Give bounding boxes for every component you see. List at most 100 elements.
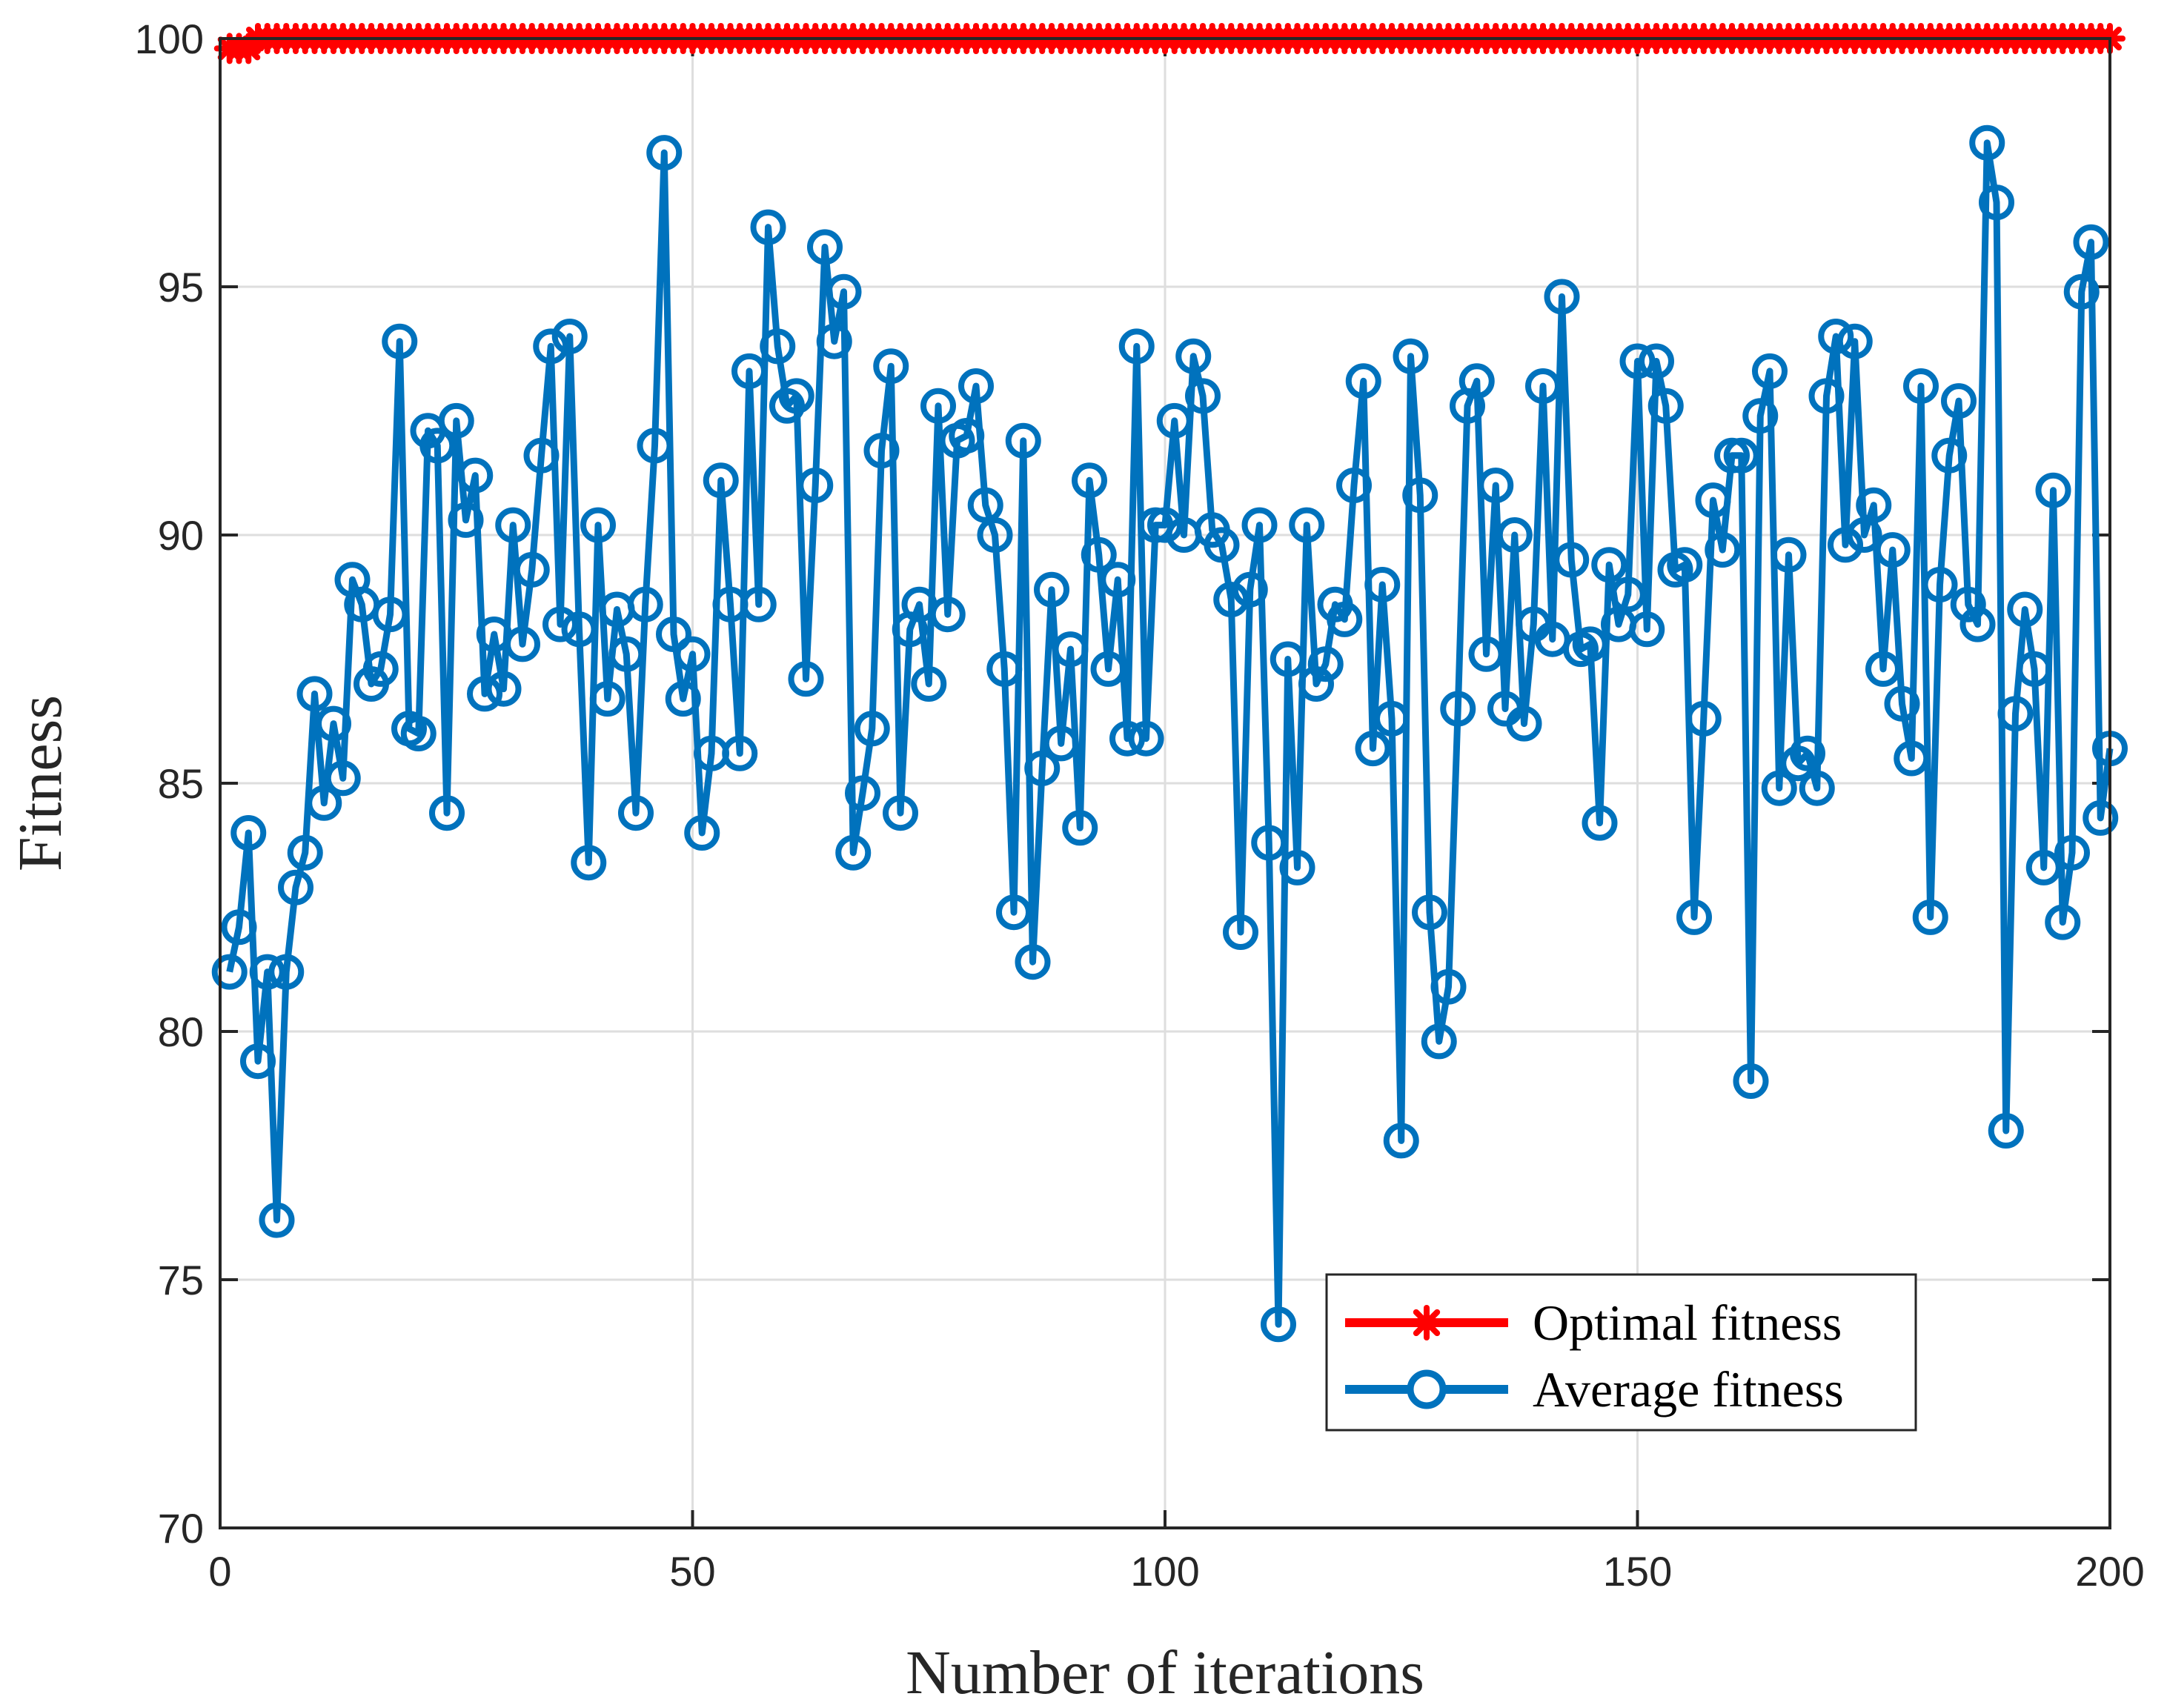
legend-label-average: Average fitness [1533, 1361, 1844, 1418]
average-fitness-point [2045, 904, 2081, 940]
average-fitness-point [1959, 606, 1996, 642]
average-fitness-point [1979, 185, 2014, 221]
average-fitness-point [1723, 437, 1759, 473]
average-fitness-point [656, 617, 691, 652]
average-fitness-point [788, 661, 824, 697]
average-fitness-point [627, 586, 663, 622]
average-fitness-point [1289, 507, 1325, 543]
average-fitness-point [637, 428, 673, 464]
average-fitness-point [306, 785, 342, 821]
x-tick-label: 0 [208, 1548, 231, 1595]
average-fitness-point [372, 597, 408, 633]
average-fitness-point [1081, 536, 1117, 573]
average-fitness-point [1884, 685, 1920, 722]
average-fitness-point [1430, 968, 1467, 1005]
y-tick-labels: 70 75 80 85 90 95 100 [135, 16, 204, 1552]
average-fitness-point [1118, 328, 1155, 365]
average-fitness-point [1950, 586, 1986, 622]
average-fitness-point [1525, 368, 1561, 404]
average-fitness-point [1733, 1063, 1769, 1099]
average-fitness-point [1043, 725, 1079, 762]
average-fitness-point [457, 457, 494, 494]
average-fitness-point [1997, 696, 2034, 732]
average-fitness-point [316, 705, 351, 742]
average-fitness-point [1459, 363, 1495, 399]
average-fitness-point [467, 676, 502, 712]
average-fitness-point [2035, 472, 2071, 508]
average-fitness-point [580, 507, 616, 543]
average-fitness-point [1676, 899, 1712, 935]
average-fitness-point [2007, 591, 2043, 628]
average-fitness-point [1969, 124, 2005, 161]
average-fitness-point [485, 671, 522, 707]
x-tick-label: 150 [1603, 1548, 1672, 1595]
average-fitness-point [1468, 636, 1504, 672]
average-fitness-point [1771, 536, 1807, 573]
average-fitness-point [1128, 720, 1164, 757]
average-fitness-point [211, 954, 248, 990]
average-fitness-point [1241, 507, 1278, 543]
average-fitness-point [2073, 224, 2109, 260]
legend-marker-optimal [1409, 1305, 1444, 1340]
average-fitness-point [230, 815, 267, 851]
average-fitness-point [1695, 482, 1731, 519]
average-fitness-point [1345, 363, 1381, 399]
average-fitness-point [1478, 468, 1514, 503]
average-fitness-point [382, 323, 418, 359]
average-fitness-point [542, 606, 578, 642]
average-fitness-point [958, 368, 994, 404]
average-fitness-point [2083, 800, 2119, 836]
average-fitness-point [2025, 849, 2062, 885]
average-fitness-point [1204, 527, 1240, 563]
legend-marker-average [1407, 1369, 1447, 1409]
average-fitness-point [1327, 601, 1363, 637]
average-fitness-point [1836, 323, 1873, 359]
average-fitness-point [1619, 343, 1656, 379]
average-fitness-point [221, 909, 257, 946]
average-fitness-point [608, 636, 645, 672]
average-fitness-point [1922, 567, 1958, 602]
average-fitness-point [1761, 770, 1797, 806]
average-fitness-point [296, 676, 333, 712]
average-fitness-point [1894, 740, 1930, 777]
average-fitness-point [2054, 834, 2090, 871]
average-fitness-point [1496, 517, 1533, 553]
y-tick-label: 100 [135, 16, 204, 62]
average-fitness-point [1034, 571, 1069, 608]
average-fitness-point [684, 815, 720, 851]
average-fitness-point [1374, 700, 1410, 737]
average-fitness-point [1582, 805, 1618, 841]
average-fitness-point [1005, 422, 1041, 459]
y-tick-label: 85 [158, 760, 204, 807]
average-fitness-point [1072, 462, 1107, 499]
average-fitness-point [1629, 611, 1665, 648]
average-fitness-point [1818, 319, 1854, 354]
average-fitness-point [1223, 914, 1258, 950]
average-fitness-point [646, 135, 683, 171]
y-tick-label: 80 [158, 1008, 204, 1055]
average-fitness-point [807, 229, 843, 265]
x-tick-labels: 0 50 100 150 200 [208, 1548, 2144, 1595]
average-fitness-point [1912, 899, 1948, 935]
average-fitness-point [1799, 770, 1835, 806]
legend-label-optimal: Optimal fitness [1533, 1295, 1842, 1351]
average-fitness-point [551, 319, 588, 354]
average-fitness-point [740, 586, 777, 622]
average-fitness-point [1402, 477, 1438, 514]
average-fitness-point [1383, 1123, 1419, 1159]
plot-frame [219, 37, 2111, 1529]
average-fitness-point [1553, 542, 1590, 578]
average-fitness-point [826, 273, 862, 310]
average-fitness-point [1307, 646, 1344, 682]
average-fitness-point [429, 795, 465, 831]
average-fitness-point [259, 1202, 295, 1238]
y-tick-label: 95 [158, 264, 204, 310]
average-fitness-point [495, 507, 531, 543]
average-fitness-point [287, 834, 323, 871]
average-fitness-point [1412, 894, 1447, 931]
y-tick-label: 90 [158, 512, 204, 559]
average-fitness-point [1024, 750, 1061, 786]
average-fitness-point [514, 551, 550, 588]
average-fitness-point [1988, 1113, 2024, 1149]
